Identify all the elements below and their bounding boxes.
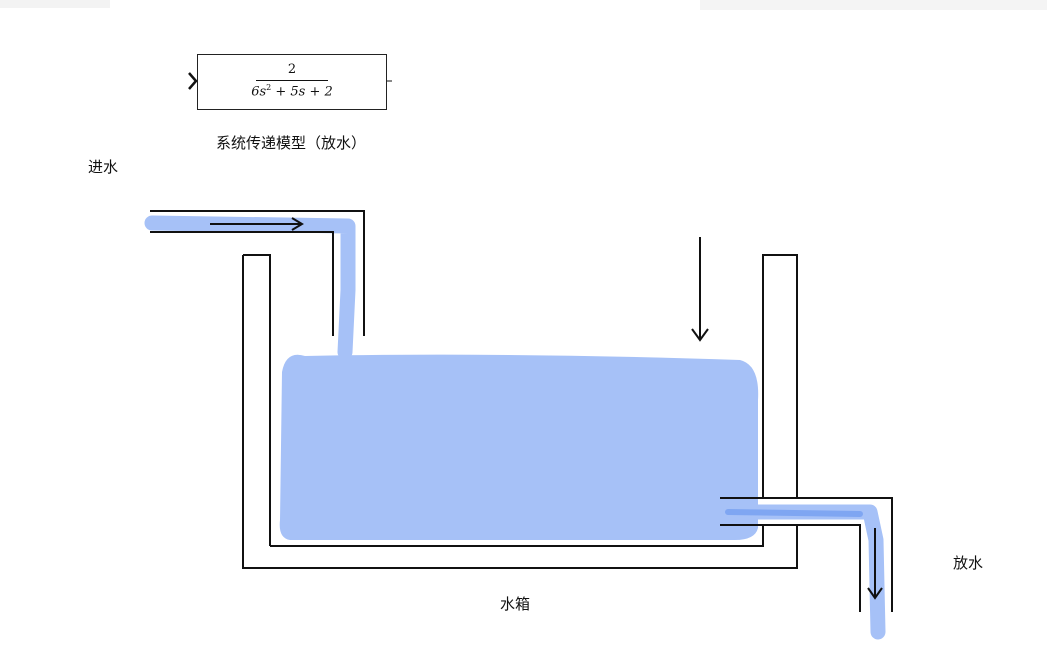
inflow-label: 进水	[88, 158, 119, 176]
outlet-water-core	[725, 509, 863, 517]
model-caption: 系统传递模型（放水）	[216, 134, 367, 152]
top-left-shade	[0, 0, 110, 8]
outflow-label: 放水	[953, 554, 984, 572]
tf-fraction-bar	[256, 80, 328, 81]
inlet-pipe-outer	[150, 210, 365, 336]
inlet-water	[144, 215, 356, 360]
tank-wall-bottom-inner	[270, 525, 764, 547]
tank-wall-left-inner	[243, 254, 271, 546]
outlet-pipe-inner	[720, 524, 861, 612]
outlet-pipe-outer	[720, 497, 893, 612]
level-arrow-icon	[691, 328, 709, 342]
tank-label: 水箱	[500, 595, 531, 613]
inlet-pipe-inner	[150, 231, 334, 336]
top-right-shade	[700, 0, 1047, 10]
tf-numerator: 2	[287, 62, 297, 77]
tf-denominator-lead: 6s	[251, 84, 267, 100]
input-arrow-icon	[188, 72, 198, 90]
tank-wall-right	[762, 254, 798, 498]
tf-denominator-rest: + 5s + 2	[271, 84, 333, 100]
outflow-arrow-icon	[867, 587, 883, 600]
tank-water	[279, 354, 759, 540]
transfer-function-block[interactable]: 2 6s2 + 5s + 2	[197, 54, 387, 110]
tf-denominator-exponent: 2	[266, 83, 272, 92]
inflow-arrow-icon	[291, 217, 304, 231]
tank-wall-outer	[242, 255, 798, 569]
tf-denominator: 6s2 + 5s + 2	[198, 83, 386, 99]
